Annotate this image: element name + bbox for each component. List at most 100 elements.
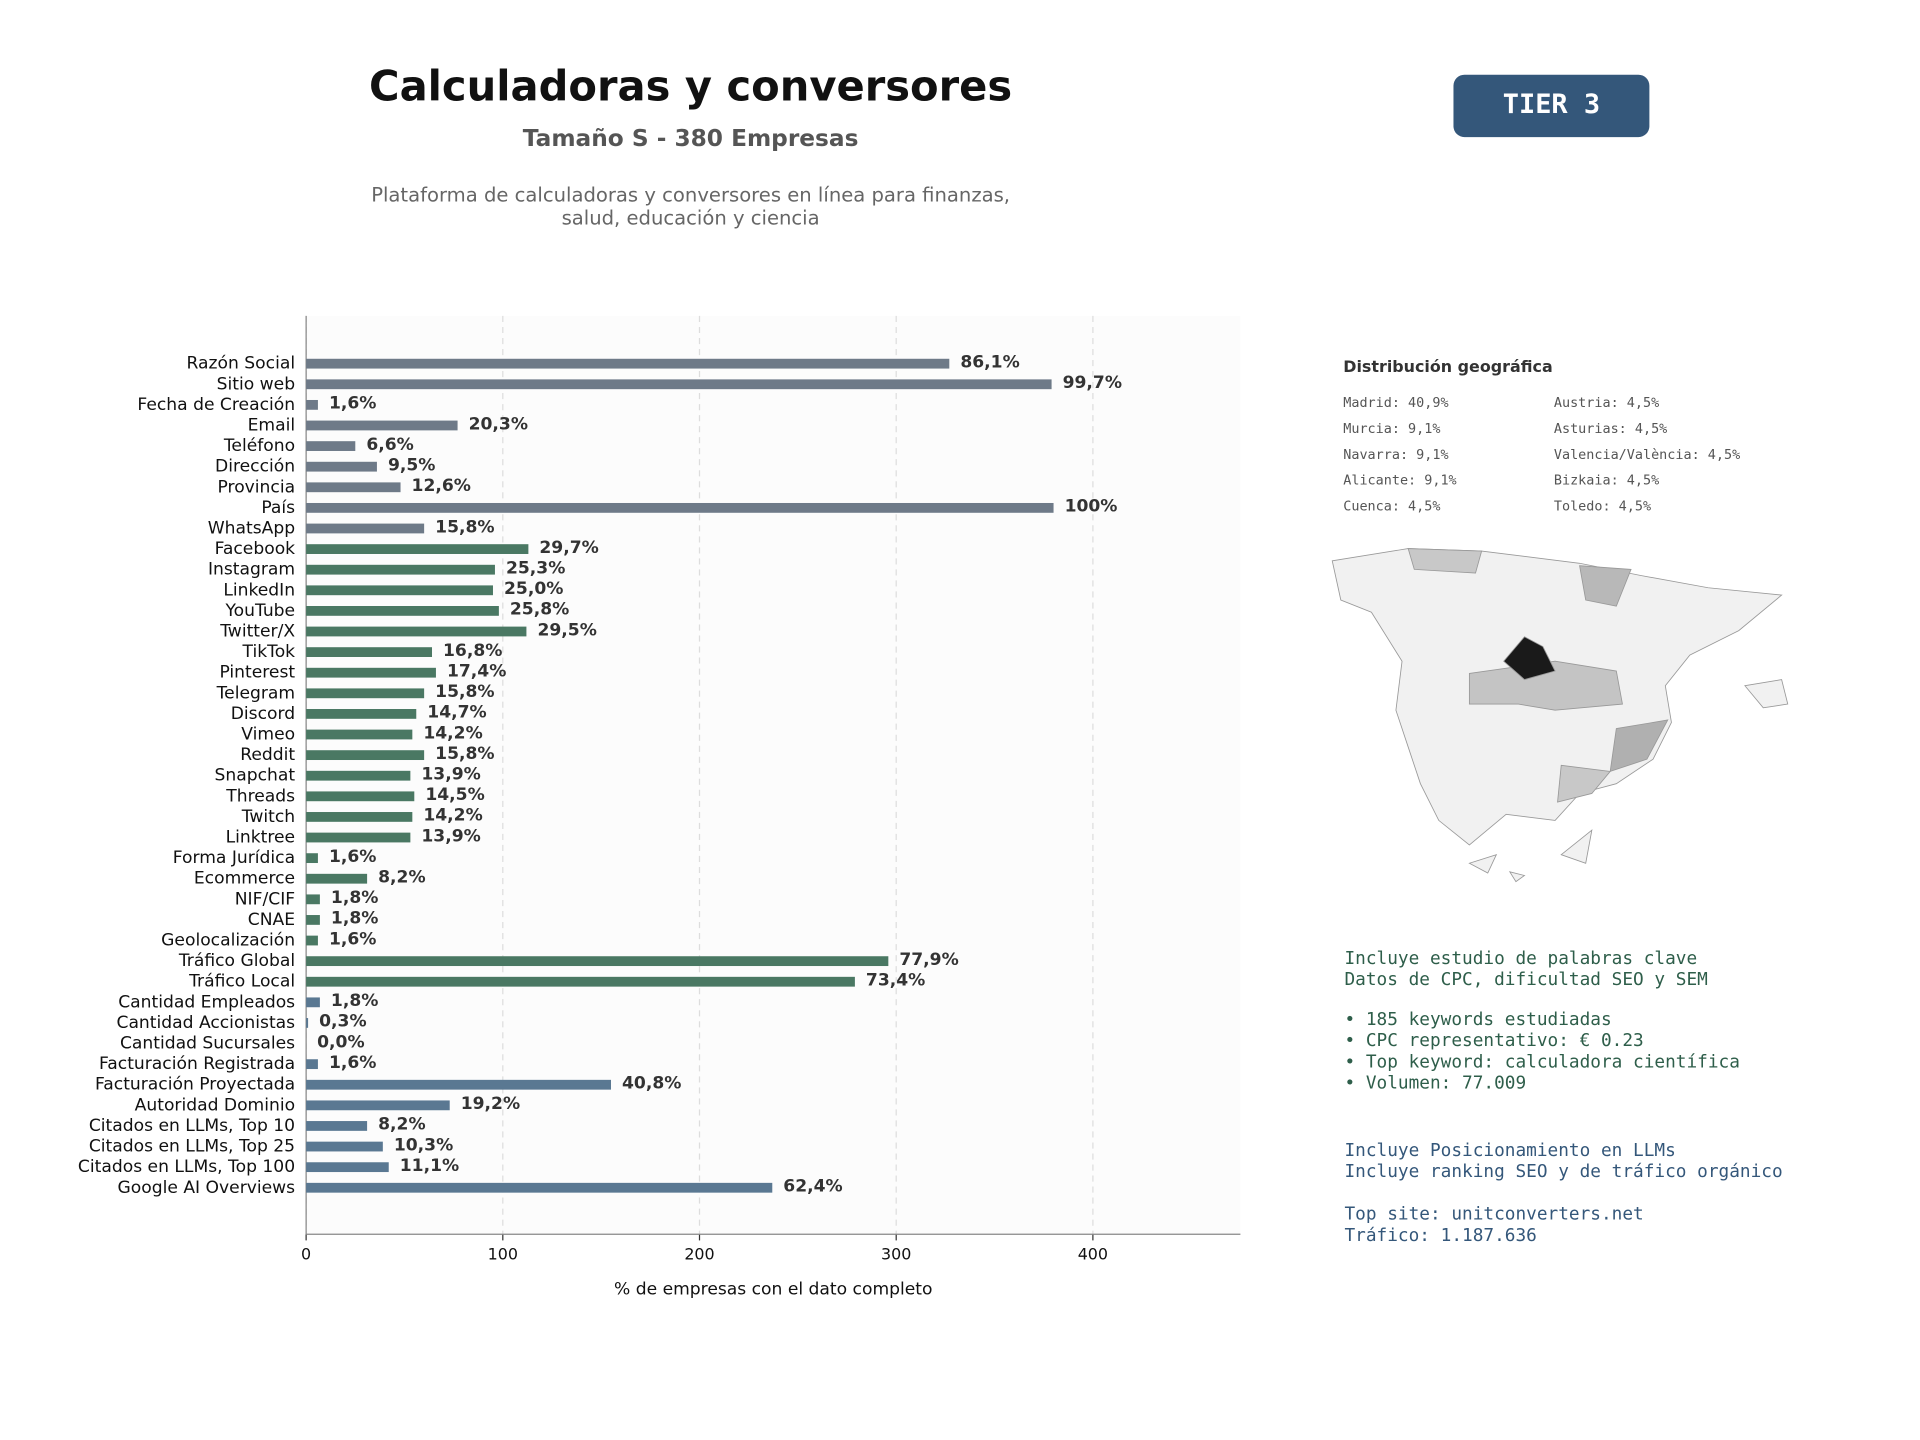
map-islands bbox=[1744, 679, 1789, 709]
note-line: • CPC representativo: € 0.23 bbox=[1344, 1031, 1643, 1051]
bar bbox=[306, 956, 889, 967]
y-tick-label: Tráfico Local bbox=[188, 972, 295, 992]
y-tick-label: Pinterest bbox=[219, 663, 295, 683]
value-label: 19,2% bbox=[461, 1094, 520, 1114]
y-tick-label: País bbox=[261, 498, 295, 518]
note-line: • Volumen: 77.009 bbox=[1344, 1074, 1526, 1094]
x-tick-label: 0 bbox=[301, 1245, 311, 1264]
bar bbox=[306, 399, 318, 410]
bar bbox=[306, 441, 356, 451]
subtitle: Tamaño S - 380 Empresas bbox=[523, 125, 859, 152]
bar bbox=[306, 1100, 450, 1111]
value-label: 15,8% bbox=[435, 682, 494, 702]
value-label: 9,5% bbox=[388, 455, 436, 475]
x-tick-label: 400 bbox=[1078, 1245, 1108, 1264]
value-label: 62,4% bbox=[783, 1177, 842, 1197]
bar bbox=[306, 1079, 611, 1090]
value-label: 1,6% bbox=[329, 394, 377, 414]
bar bbox=[306, 358, 950, 369]
note-line: Datos de CPC, dificultad SEO y SEM bbox=[1344, 970, 1707, 990]
value-label: 10,3% bbox=[394, 1135, 453, 1155]
geo-title: Distribución geográfica bbox=[1343, 357, 1552, 376]
y-tick-label: LinkedIn bbox=[223, 580, 295, 600]
bar bbox=[306, 585, 493, 596]
y-tick-label: NIF/CIF bbox=[235, 889, 295, 909]
y-tick-label: Ecommerce bbox=[194, 869, 295, 889]
y-tick-label: Reddit bbox=[240, 745, 295, 765]
bar bbox=[306, 750, 425, 761]
y-tick-label: CNAE bbox=[248, 910, 295, 930]
value-label: 1,8% bbox=[331, 909, 379, 929]
geo-item: Alicante: 9,1% bbox=[1343, 474, 1456, 489]
map-region bbox=[1407, 548, 1483, 574]
value-label: 1,8% bbox=[331, 888, 379, 908]
bar bbox=[306, 832, 411, 843]
value-label: 77,9% bbox=[899, 950, 958, 970]
value-label: 14,7% bbox=[427, 703, 486, 723]
value-label: 29,5% bbox=[537, 620, 596, 640]
y-tick-label: Dirección bbox=[215, 457, 295, 477]
y-tick-label: Instagram bbox=[208, 560, 295, 580]
y-tick-label: Threads bbox=[225, 786, 295, 806]
description: salud, educación y ciencia bbox=[562, 207, 820, 230]
map-region bbox=[1579, 565, 1632, 607]
y-tick-label: Snapchat bbox=[215, 766, 296, 786]
bar bbox=[306, 523, 425, 534]
value-label: 1,8% bbox=[331, 991, 379, 1011]
map-madrid bbox=[1503, 636, 1556, 681]
map-region bbox=[1609, 719, 1669, 773]
geo-item: Bizkaia: 4,5% bbox=[1554, 474, 1659, 489]
bar bbox=[306, 812, 413, 822]
value-label: 1,6% bbox=[329, 1053, 377, 1073]
note-line: • 185 keywords estudiadas bbox=[1344, 1010, 1611, 1030]
y-tick-label: WhatsApp bbox=[208, 518, 295, 538]
note-line: Incluye estudio de palabras clave bbox=[1344, 949, 1697, 969]
bar bbox=[306, 647, 433, 657]
note-line: • Top keyword: calculadora científica bbox=[1344, 1052, 1739, 1072]
x-tick-label: 100 bbox=[488, 1245, 518, 1264]
bar bbox=[306, 709, 417, 719]
bar bbox=[306, 564, 495, 575]
bar bbox=[306, 1059, 318, 1070]
bar bbox=[306, 482, 401, 493]
value-label: 86,1% bbox=[960, 352, 1019, 372]
y-tick-label: YouTube bbox=[224, 601, 295, 621]
bar bbox=[306, 976, 855, 987]
x-tick-label: 300 bbox=[881, 1245, 911, 1264]
value-label: 1,6% bbox=[329, 929, 377, 949]
note-line: Incluye ranking SEO y de tráfico orgánic… bbox=[1344, 1162, 1782, 1182]
bar bbox=[306, 997, 320, 1008]
y-tick-label: Cantidad Sucursales bbox=[120, 1034, 295, 1054]
value-label: 8,2% bbox=[378, 868, 426, 888]
geo-item: Asturias: 4,5% bbox=[1554, 422, 1667, 437]
value-label: 12,6% bbox=[412, 476, 471, 496]
y-tick-label: Fecha de Creación bbox=[137, 395, 295, 415]
bar bbox=[306, 688, 425, 699]
value-label: 14,2% bbox=[423, 806, 482, 826]
y-tick-label: Google AI Overviews bbox=[118, 1178, 296, 1198]
bar bbox=[306, 1182, 773, 1193]
bar bbox=[306, 667, 436, 678]
geo-item: Murcia: 9,1% bbox=[1343, 422, 1440, 437]
bar bbox=[306, 420, 458, 431]
x-tick-label: 200 bbox=[684, 1245, 714, 1264]
y-tick-label: Citados en LLMs, Top 100 bbox=[78, 1157, 295, 1177]
bar bbox=[306, 461, 377, 472]
bar bbox=[306, 729, 413, 740]
y-tick-label: Discord bbox=[231, 704, 295, 724]
value-label: 29,7% bbox=[539, 538, 598, 558]
y-tick-label: Razón Social bbox=[187, 354, 296, 374]
y-tick-label: Citados en LLMs, Top 25 bbox=[89, 1137, 295, 1157]
bar bbox=[306, 1018, 309, 1028]
y-tick-label: Email bbox=[248, 415, 296, 435]
y-tick-label: Sitio web bbox=[217, 374, 295, 394]
bar bbox=[306, 502, 1054, 513]
geo-item: Toledo: 4,5% bbox=[1554, 500, 1651, 515]
bar bbox=[306, 770, 411, 781]
y-tick-label: Citados en LLMs, Top 10 bbox=[89, 1116, 295, 1136]
value-label: 6,6% bbox=[366, 435, 414, 455]
y-tick-label: Geolocalización bbox=[161, 931, 295, 951]
value-label: 25,3% bbox=[506, 558, 565, 578]
geo-item: Navarra: 9,1% bbox=[1343, 448, 1448, 463]
